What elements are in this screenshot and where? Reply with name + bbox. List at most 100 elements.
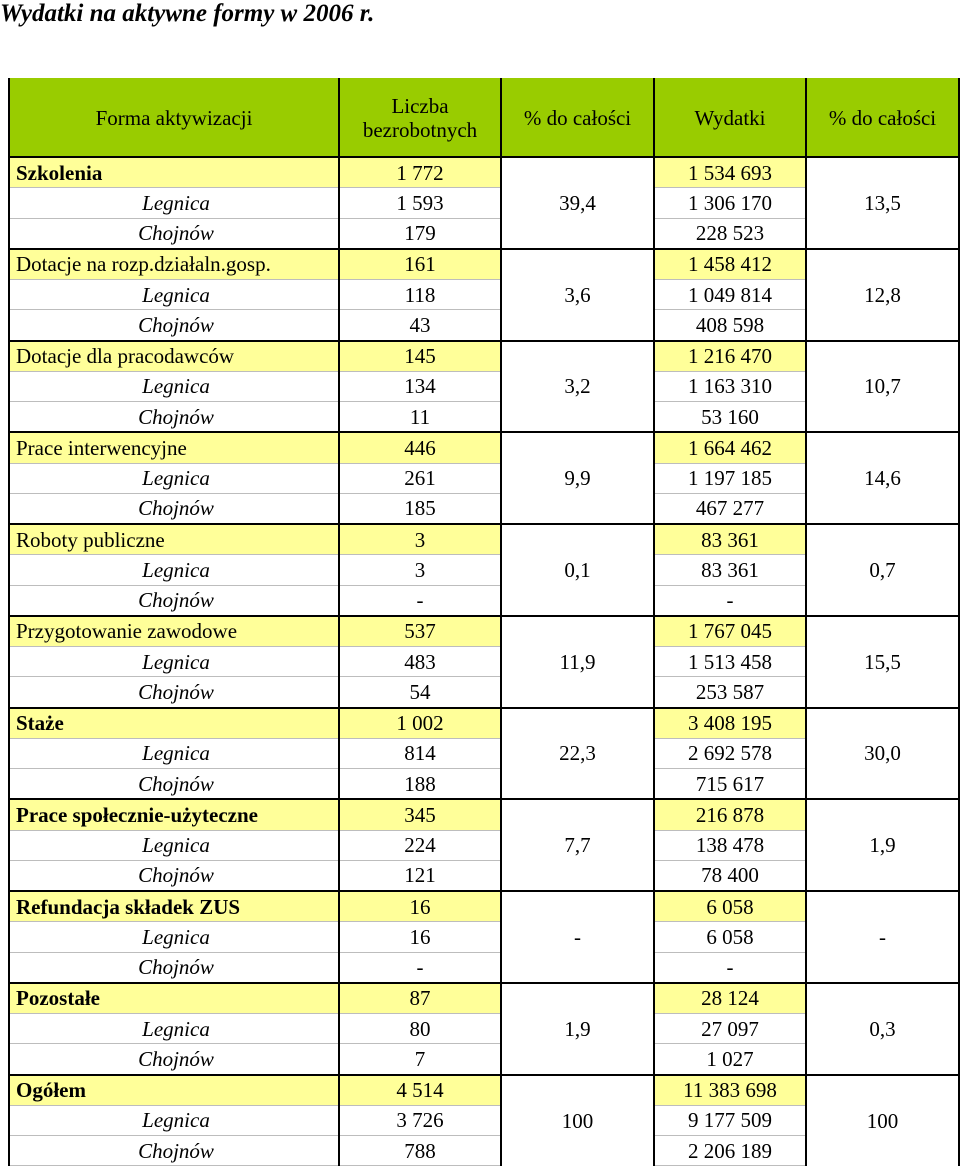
- page-title: Wydatki na aktywne formy w 2006 r.: [0, 0, 375, 27]
- category-expenses-percent-cell: 14,6: [805, 431, 960, 524]
- table-row-category: Przygotowanie zawodowe 537 11,9 1 767 045 15…: [8, 614, 960, 708]
- table-row-subregion: Chojnów 43 408 598: [8, 309, 959, 341]
- table-row-category: Ogółem 4 514 100 11 383 698 100: [8, 1073, 960, 1166]
- subregion-expenses-cell: 78 400: [653, 860, 807, 892]
- subregion-name-cell: Legnica: [8, 921, 340, 953]
- category-count-percent-cell: 0,1: [500, 523, 655, 616]
- category-count-cell: 446: [338, 431, 502, 464]
- category-count-cell: 537: [338, 614, 502, 647]
- subregion-name-cell: Legnica: [8, 463, 340, 494]
- subregion-name-cell: Chojnów: [8, 309, 340, 341]
- subregion-count-cell: -: [338, 952, 502, 984]
- subregion-expenses-cell: 1 513 458: [653, 646, 807, 678]
- subregion-expenses-cell: -: [653, 585, 807, 617]
- category-expenses-cell: 216 878: [653, 798, 807, 831]
- category-name-cell: Prace społecznie-użyteczne: [8, 798, 340, 831]
- table-row-subregion: Legnica 224 138 478: [8, 830, 959, 861]
- subregion-count-cell: 483: [338, 646, 502, 678]
- category-name-cell: Refundacja składek ZUS: [8, 890, 340, 923]
- category-expenses-cell: 83 361: [653, 523, 807, 556]
- category-expenses-percent-cell: 30,0: [805, 706, 960, 800]
- subregion-count-cell: 80: [338, 1013, 502, 1045]
- category-expenses-percent-cell: 10,7: [805, 339, 960, 433]
- subregion-expenses-cell: 467 277: [653, 493, 807, 525]
- table-row-subregion: Legnica 16 6 058: [8, 921, 959, 953]
- subregion-count-cell: 179: [338, 218, 502, 250]
- category-name-cell: Staże: [8, 706, 340, 739]
- category-count-percent-cell: -: [500, 890, 655, 983]
- subregion-name-cell: Chojnów: [8, 401, 340, 433]
- subregion-expenses-cell: 1 197 185: [653, 463, 807, 494]
- table-row-category: Refundacja składek ZUS 16-6 058-: [8, 890, 960, 983]
- category-expenses-cell: 1 767 045: [653, 614, 807, 647]
- category-count-percent-cell: 3,2: [500, 339, 655, 433]
- subregion-expenses-cell: 715 617: [653, 768, 807, 800]
- subregion-expenses-cell: 1 049 814: [653, 279, 807, 311]
- subregion-name-cell: Legnica: [8, 830, 340, 861]
- subregion-count-cell: 261: [338, 463, 502, 494]
- subregion-expenses-cell: 6 058: [653, 921, 807, 953]
- subregion-name-cell: Chojnów: [8, 676, 340, 708]
- category-count-percent-cell: 100: [500, 1073, 655, 1166]
- category-name-cell: Dotacje dla pracodawców: [8, 339, 340, 372]
- table-row-category: Roboty publiczne 3 0,1 83 361 0,7: [8, 523, 960, 616]
- category-expenses-percent-cell: 100: [805, 1073, 960, 1166]
- category-count-percent-cell: 1,9: [500, 981, 655, 1075]
- subregion-count-cell: -: [338, 585, 502, 617]
- subregion-count-cell: 121: [338, 860, 502, 892]
- category-name-cell: Pozostałe: [8, 981, 340, 1014]
- category-expenses-percent-cell: 13,5: [805, 156, 960, 249]
- table-row-subregion: Legnica 1 593 1 306 170: [8, 187, 959, 219]
- category-expenses-cell: 3 408 195: [653, 706, 807, 739]
- subregion-expenses-cell: 2 692 578: [653, 738, 807, 770]
- category-expenses-cell: 28 124: [653, 981, 807, 1014]
- subregion-count-cell: 185: [338, 493, 502, 525]
- table-row-category: Dotacje na rozp.działaln.gosp. 161 3,6 1 45…: [8, 247, 960, 341]
- category-count-cell: 16: [338, 890, 502, 923]
- subregion-expenses-cell: 228 523: [653, 218, 807, 250]
- subregion-expenses-cell: 27 097: [653, 1013, 807, 1045]
- category-expenses-cell: 11 383 698: [653, 1073, 807, 1106]
- table-row-subregion: Legnica 3 83 361: [8, 554, 959, 586]
- subregion-expenses-cell: 1 163 310: [653, 371, 807, 403]
- table-row-category: Pozostałe 87 1,9 28 124 0,3: [8, 981, 960, 1075]
- subregion-expenses-cell: 138 478: [653, 830, 807, 861]
- subregion-name-cell: Chojnów: [8, 952, 340, 984]
- category-count-percent-cell: 39,4: [500, 156, 655, 249]
- subregion-count-cell: 1 593: [338, 187, 502, 219]
- subregion-name-cell: Chojnów: [8, 860, 340, 892]
- table-row-subregion: Legnica 3 726 9 177 509: [8, 1105, 959, 1137]
- subregion-count-cell: 134: [338, 371, 502, 403]
- subregion-name-cell: Legnica: [8, 1013, 340, 1045]
- subregion-expenses-cell: 1 027: [653, 1043, 807, 1075]
- subregion-expenses-cell: 408 598: [653, 309, 807, 341]
- table-row-subregion: Legnica 261 1 197 185: [8, 463, 959, 494]
- subregion-count-cell: 3: [338, 554, 502, 586]
- category-count-cell: 3: [338, 523, 502, 556]
- table-row-subregion: Legnica 814 2 692 578: [8, 738, 959, 770]
- category-count-cell: 1 772: [338, 156, 502, 189]
- subregion-count-cell: 188: [338, 768, 502, 800]
- table-row-category: Prace interwencyjne 446 9,9 1 664 462 14,6: [8, 431, 960, 524]
- category-name-cell: Szkolenia: [8, 156, 340, 189]
- category-expenses-percent-cell: 15,5: [805, 614, 960, 708]
- subregion-count-cell: 54: [338, 676, 502, 708]
- subregion-expenses-cell: -: [653, 952, 807, 984]
- table-row-subregion: Legnica 118 1 049 814: [8, 279, 959, 311]
- subregion-count-cell: 7: [338, 1043, 502, 1075]
- category-count-cell: 4 514: [338, 1073, 502, 1106]
- subregion-name-cell: Chojnów: [8, 1043, 340, 1075]
- table-row-subregion: Chojnów - -: [8, 585, 959, 617]
- header-cell-unemployed-count: Liczba bezrobotnych: [338, 78, 502, 158]
- header-cell-form: Forma aktywizacji: [8, 78, 340, 158]
- table-row-category: Staże 1 002 22,3 3 408 195 30,0: [8, 706, 960, 800]
- table-row-subregion: Chojnów 179 228 523: [8, 218, 959, 250]
- table-row-subregion: Chojnów 185 467 277: [8, 493, 959, 525]
- subregion-count-cell: 788: [338, 1135, 502, 1166]
- category-expenses-cell: 6 058: [653, 890, 807, 923]
- subregion-name-cell: Chojnów: [8, 493, 340, 525]
- subregion-name-cell: Legnica: [8, 1105, 340, 1137]
- table-row-subregion: Legnica 80 27 097: [8, 1013, 959, 1045]
- subregion-count-cell: 16: [338, 921, 502, 953]
- subregion-count-cell: 118: [338, 279, 502, 311]
